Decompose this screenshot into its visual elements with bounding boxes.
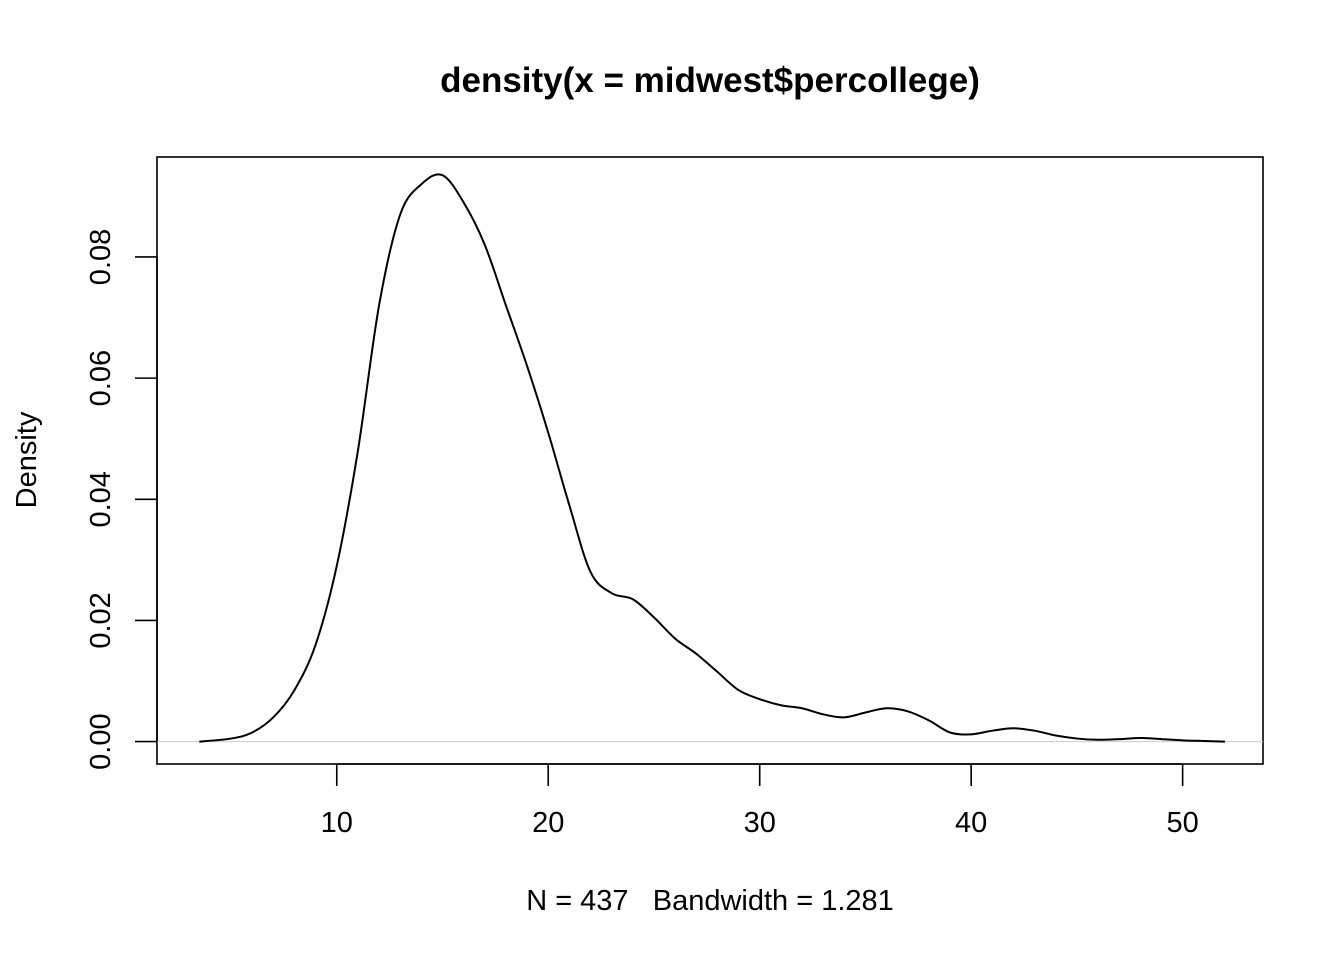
- x-tick-label: 30: [744, 807, 776, 839]
- density-curve: [199, 173, 1225, 743]
- x-axis-label: N = 437 Bandwidth = 1.281: [526, 885, 894, 917]
- y-tick-label: 0.00: [85, 713, 117, 769]
- x-tick-label: 10: [321, 807, 353, 839]
- y-axis-label: Density: [11, 411, 43, 508]
- x-tick-label: 50: [1167, 807, 1199, 839]
- x-tick-label: 40: [955, 807, 987, 839]
- y-tick-label: 0.04: [85, 471, 117, 527]
- plot-frame: [156, 156, 1264, 765]
- x-axis: 10 20 30 40 50: [321, 763, 1199, 839]
- chart-title: density(x = midwest$percollege): [440, 61, 980, 100]
- y-tick-label: 0.08: [85, 229, 117, 285]
- x-tick-label: 20: [532, 807, 564, 839]
- y-tick-label: 0.02: [85, 592, 117, 648]
- y-axis: 0.00 0.02 0.04 0.06 0.08: [85, 229, 158, 770]
- y-tick-label: 0.06: [85, 350, 117, 406]
